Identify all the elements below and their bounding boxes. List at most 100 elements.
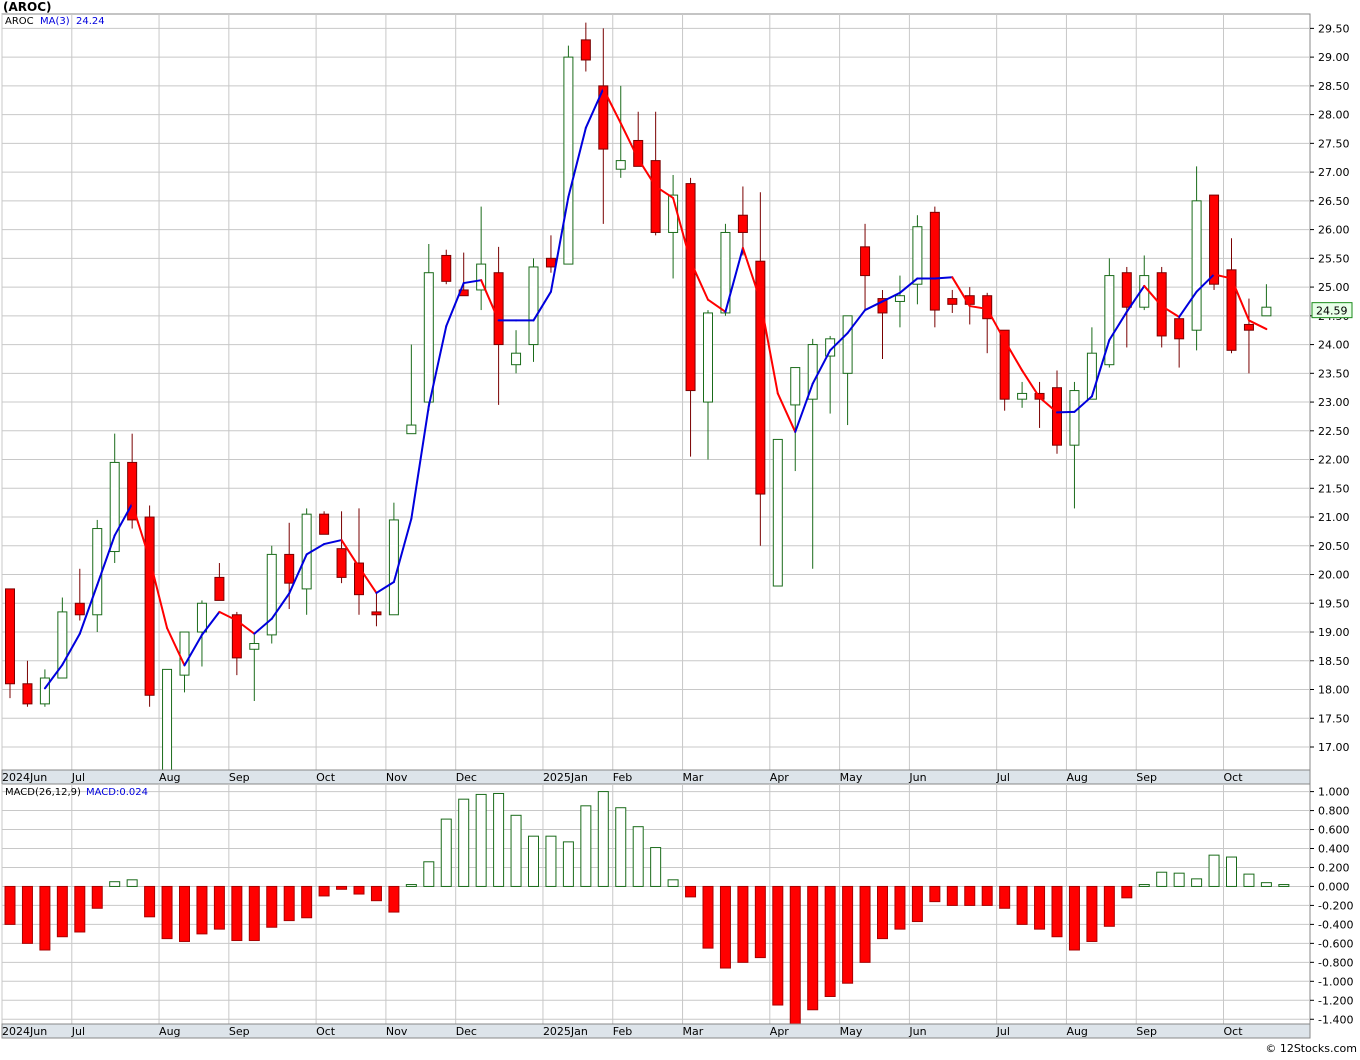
candle-down xyxy=(1243,323,1254,331)
ma-segment xyxy=(1178,290,1198,318)
ma-segment xyxy=(933,276,954,280)
chart-title: (AROC) xyxy=(3,0,52,14)
candle-down xyxy=(650,160,661,233)
price-tick-label: 26.00 xyxy=(1318,224,1350,237)
macd-bar-positive xyxy=(109,881,121,887)
price-tick-label: 26.50 xyxy=(1318,195,1350,208)
price-tick-label: 22.00 xyxy=(1318,454,1350,467)
macd-bar-negative xyxy=(1086,885,1098,942)
macd-legend: MACD(26,12,9) xyxy=(5,787,81,798)
macd-bar-positive xyxy=(580,805,592,887)
ma-segment xyxy=(1056,410,1076,414)
x-tick-label: 2025Jan xyxy=(543,1025,588,1038)
price-tick-label: 27.00 xyxy=(1318,166,1350,179)
candle-down xyxy=(144,516,155,696)
price-tick-label: 23.50 xyxy=(1318,367,1350,380)
x-tick-label: Dec xyxy=(456,1025,477,1038)
macd-bar-positive xyxy=(667,879,679,887)
candle-down xyxy=(633,139,644,167)
macd-tick-label: 0.200 xyxy=(1318,861,1350,874)
candle-up xyxy=(842,315,853,374)
x-tick-label: Nov xyxy=(386,1025,408,1038)
macd-bar-negative xyxy=(1016,885,1028,925)
ma-segment xyxy=(323,539,343,546)
ma-segment xyxy=(1247,319,1268,331)
x-tick-label: May xyxy=(840,771,863,784)
macd-bar-negative xyxy=(56,885,68,938)
x-tick-label: Jul xyxy=(71,1025,85,1038)
macd-bar-positive xyxy=(458,798,470,887)
ma-segment xyxy=(1143,284,1163,308)
price-tick-label: 22.50 xyxy=(1318,425,1350,438)
candle-down xyxy=(319,513,330,535)
ma-segment xyxy=(864,300,884,312)
x-tick-label: Oct xyxy=(316,1025,336,1038)
candle-down xyxy=(545,257,556,268)
macd-bars xyxy=(4,791,1290,1025)
ma-segment xyxy=(1073,395,1093,413)
candle-up xyxy=(528,266,539,346)
ma-segment xyxy=(898,277,919,294)
candle-down xyxy=(284,553,295,584)
macd-bar-negative xyxy=(946,885,958,906)
ma-segment xyxy=(96,534,116,586)
macd-bar-positive xyxy=(1173,872,1185,887)
macd-tick-label: 1.000 xyxy=(1318,786,1350,799)
candle-down xyxy=(1052,387,1062,446)
candle-up xyxy=(807,344,818,400)
candle-up xyxy=(39,677,50,705)
macd-bar-positive xyxy=(528,835,539,887)
macd-bar-negative xyxy=(719,885,731,969)
candle-up xyxy=(249,643,260,650)
x-tick-label: Aug xyxy=(159,1025,180,1038)
macd-bar-negative xyxy=(21,885,33,944)
candle-down xyxy=(1156,272,1167,337)
price-tick-label: 17.00 xyxy=(1318,741,1350,754)
macd-bar-positive xyxy=(1278,884,1290,887)
macd-bar-negative xyxy=(1068,885,1080,951)
price-tick-label: 25.50 xyxy=(1318,252,1350,265)
ma-segment xyxy=(43,663,64,690)
ma-segment xyxy=(166,626,186,667)
macd-bar-negative xyxy=(929,885,941,903)
candle-up xyxy=(1017,392,1028,400)
candle-up xyxy=(615,160,626,170)
ma-segment xyxy=(1213,273,1233,280)
ma-segment xyxy=(427,325,448,408)
last-price-badge: 24.59 xyxy=(1311,302,1353,319)
x-tick-label: Nov xyxy=(386,771,408,784)
candle-down xyxy=(1226,269,1237,351)
price-tick-label: 29.50 xyxy=(1318,22,1350,35)
ma-segment xyxy=(549,195,570,293)
x-tick-label: Dec xyxy=(456,771,477,784)
candle-down xyxy=(877,298,888,314)
macd-bar-negative xyxy=(772,885,784,1006)
price-tick-label: 29.00 xyxy=(1318,51,1350,64)
macd-tick-label: -0.600 xyxy=(1318,937,1353,950)
x-tick-label: Jul xyxy=(996,1025,1010,1038)
candle-down xyxy=(755,260,766,495)
candle-up xyxy=(1086,352,1097,400)
ma-segment xyxy=(113,502,134,537)
macd-bar-negative xyxy=(301,885,313,919)
x-tick-label: 2024Jun xyxy=(2,1025,47,1038)
macd-tick-label: -1.200 xyxy=(1318,994,1353,1007)
macd-bar-negative xyxy=(842,885,854,984)
candle-down xyxy=(737,214,748,233)
macd-bar-negative xyxy=(318,885,330,897)
candle-down xyxy=(354,562,364,596)
x-tick-label: Aug xyxy=(159,771,180,784)
x-tick-label: Aug xyxy=(1066,1025,1087,1038)
macd-tick-label: 0.000 xyxy=(1318,880,1350,893)
ma-segment xyxy=(1125,284,1146,313)
ma-segment xyxy=(759,299,779,395)
ma-segment xyxy=(532,290,552,322)
candle-down xyxy=(1209,194,1220,285)
ma-segment xyxy=(707,298,727,313)
ma-segment xyxy=(218,610,238,622)
x-tick-label: Apr xyxy=(770,1025,790,1038)
ticker-legend: AROC xyxy=(5,16,34,27)
macd-tick-label: 0.600 xyxy=(1318,824,1350,837)
macd-tick-label: -0.800 xyxy=(1318,956,1353,969)
candle-up xyxy=(1191,200,1202,331)
